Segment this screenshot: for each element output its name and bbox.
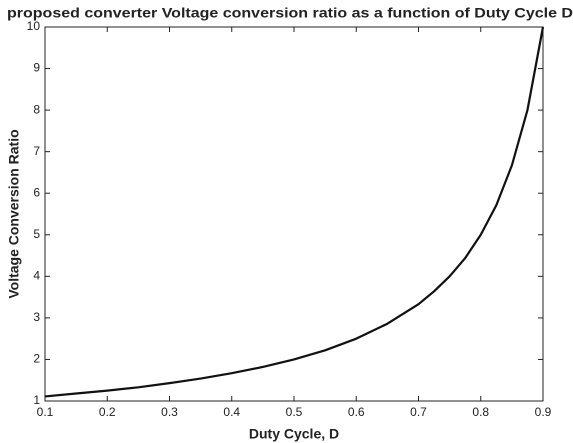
y-tick-label: 9 <box>33 61 40 75</box>
y-tick-label: 2 <box>33 352 40 366</box>
x-tick-label: 0.7 <box>410 405 427 419</box>
x-tick-label: 0.6 <box>348 405 365 419</box>
data-line <box>44 26 545 398</box>
y-tick-label: 5 <box>33 227 40 241</box>
x-tick-label: 0.2 <box>99 405 116 419</box>
y-axis-label: Voltage Conversion Ratio <box>6 129 22 298</box>
x-tick-label: 0.8 <box>472 405 489 419</box>
x-tick-label: 0.3 <box>161 405 178 419</box>
y-tick-label: 3 <box>33 310 40 324</box>
chart-title: proposed converter Voltage conversion ra… <box>7 6 573 21</box>
y-tick-label: 7 <box>33 144 40 158</box>
y-tick-label: 4 <box>33 269 40 283</box>
x-tick-label: 0.9 <box>535 405 552 419</box>
y-tick-label: 8 <box>33 102 40 116</box>
plot-frame <box>44 26 544 402</box>
y-tick-label: 1 <box>33 393 40 407</box>
x-tick-label: 0.5 <box>286 405 303 419</box>
x-tick-label: 0.1 <box>37 405 54 419</box>
x-tick-label: 0.4 <box>223 405 240 419</box>
y-tick-label: 6 <box>33 185 40 199</box>
y-tick-label: 10 <box>27 19 41 33</box>
x-axis-label: Duty Cycle, D <box>249 426 339 442</box>
